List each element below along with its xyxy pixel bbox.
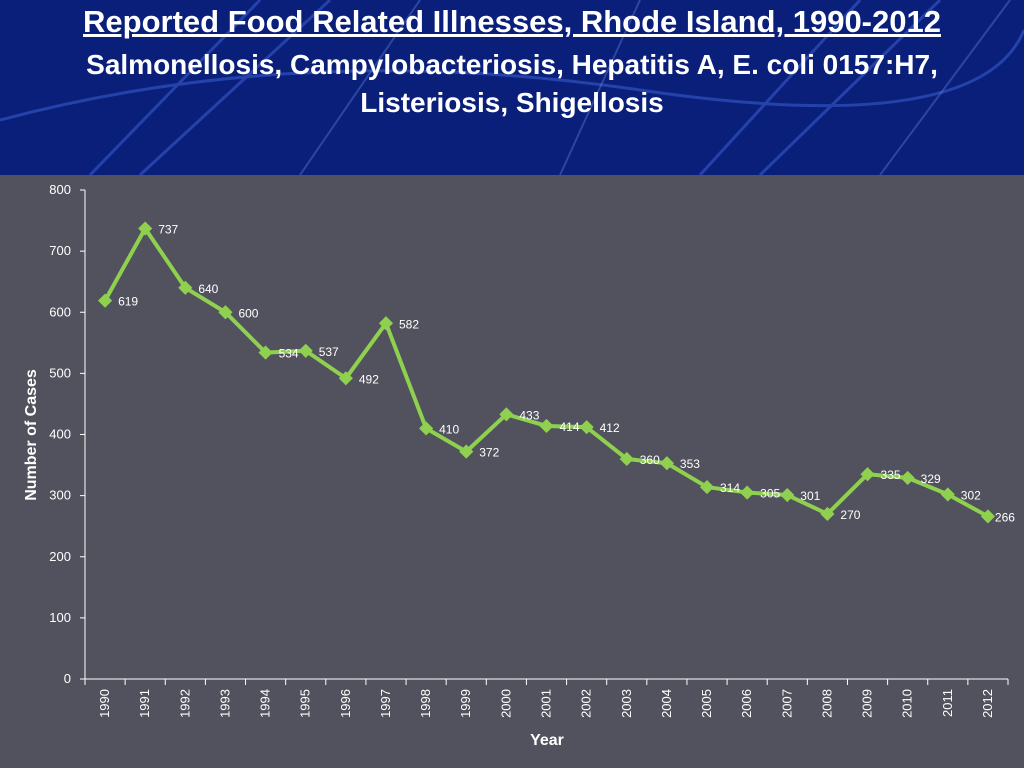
data-point-marker bbox=[579, 420, 594, 435]
banner-decoration bbox=[0, 0, 1024, 175]
data-point-marker bbox=[900, 470, 915, 485]
x-tick-label: 2012 bbox=[980, 689, 995, 718]
data-point-marker bbox=[619, 451, 634, 467]
x-tick-label: 2010 bbox=[900, 689, 915, 718]
y-tick-label: 600 bbox=[49, 304, 71, 319]
data-label: 737 bbox=[158, 223, 178, 237]
data-label: 266 bbox=[995, 510, 1015, 524]
data-label: 314 bbox=[720, 481, 740, 495]
y-tick-label: 0 bbox=[64, 671, 71, 686]
x-tick-label: 1997 bbox=[378, 689, 393, 718]
data-label: 582 bbox=[399, 317, 419, 331]
data-label: 410 bbox=[439, 422, 459, 436]
data-point-marker bbox=[659, 456, 674, 471]
data-label: 412 bbox=[600, 421, 620, 435]
data-point-marker bbox=[218, 305, 233, 320]
title-banner: Reported Food Related Illnesses, Rhode I… bbox=[0, 0, 1024, 175]
x-tick-label: 2004 bbox=[659, 689, 674, 718]
data-label: 537 bbox=[319, 345, 339, 359]
data-label: 353 bbox=[680, 457, 700, 471]
x-tick-label: 2002 bbox=[579, 689, 594, 718]
data-point-marker bbox=[860, 467, 875, 482]
y-tick-label: 800 bbox=[49, 182, 71, 197]
data-point-marker bbox=[539, 418, 554, 434]
data-point-marker bbox=[499, 407, 514, 422]
line-chart: 0 100 200 300 400 500 600 700 800 1990 1991 1992 199… bbox=[23, 182, 1015, 749]
x-tick-label: 1994 bbox=[258, 689, 273, 718]
x-tick-label: 1992 bbox=[177, 689, 192, 718]
data-point-marker bbox=[820, 506, 835, 522]
data-label: 302 bbox=[961, 488, 981, 502]
x-tick-label: 2007 bbox=[779, 689, 794, 718]
x-tick-label: 2006 bbox=[739, 689, 754, 718]
data-label: 640 bbox=[198, 282, 218, 296]
title-block: Reported Food Related Illnesses, Rhode I… bbox=[0, 0, 1024, 122]
data-point-marker bbox=[378, 316, 394, 331]
data-point-marker bbox=[459, 444, 474, 459]
data-label: 360 bbox=[640, 453, 660, 467]
x-tick-label: 1993 bbox=[217, 689, 232, 718]
data-label: 329 bbox=[921, 472, 941, 486]
y-tick-label: 500 bbox=[49, 365, 71, 380]
x-tick-label: 2009 bbox=[860, 689, 875, 718]
data-label: 619 bbox=[118, 295, 138, 309]
x-tick-label: 2000 bbox=[498, 689, 513, 718]
x-tick-label: 1998 bbox=[418, 689, 433, 718]
data-point-marker bbox=[699, 479, 715, 495]
data-label: 301 bbox=[800, 489, 820, 503]
data-point-marker bbox=[298, 343, 313, 358]
data-label: 433 bbox=[519, 408, 539, 422]
y-tick-label: 400 bbox=[49, 427, 71, 442]
data-label: 492 bbox=[359, 372, 379, 386]
data-point-marker bbox=[980, 509, 996, 524]
x-axis-title: Year bbox=[530, 732, 564, 749]
data-label: 372 bbox=[479, 446, 499, 460]
data-point-marker bbox=[740, 485, 755, 500]
y-tick-label: 200 bbox=[49, 549, 71, 564]
data-label: 335 bbox=[881, 468, 901, 482]
axes: 0 100 200 300 400 500 600 700 800 1990 1991 1992 199… bbox=[49, 182, 1009, 718]
x-tick-label: 2005 bbox=[699, 689, 714, 718]
x-tick-label: 1999 bbox=[458, 689, 473, 718]
y-axis-title: Number of Cases bbox=[23, 369, 40, 501]
chart-title: Reported Food Related Illnesses, Rhode I… bbox=[83, 4, 941, 39]
data-label: 600 bbox=[238, 306, 258, 320]
x-tick-label: 1990 bbox=[97, 689, 112, 718]
data-label: 305 bbox=[760, 487, 780, 501]
y-tick-label: 300 bbox=[49, 488, 71, 503]
data-label: 534 bbox=[279, 347, 299, 361]
x-tick-label: 2001 bbox=[539, 689, 554, 718]
data-point-marker bbox=[138, 221, 153, 236]
data-point-marker bbox=[780, 487, 795, 503]
data-point-marker bbox=[258, 345, 273, 360]
chart-subtitle: Salmonellosis, Campylobacteriosis, Hepat… bbox=[86, 49, 938, 118]
data-point-marker bbox=[419, 421, 434, 436]
data-point-marker bbox=[940, 487, 955, 502]
series-layer bbox=[97, 221, 996, 524]
series-line bbox=[103, 226, 989, 519]
y-tick-label: 700 bbox=[49, 243, 71, 258]
x-tick-label: 1991 bbox=[137, 689, 152, 718]
x-tick-label: 2011 bbox=[940, 689, 955, 717]
x-tick-label: 2008 bbox=[819, 689, 834, 718]
data-label: 414 bbox=[560, 420, 580, 434]
y-tick-label: 100 bbox=[49, 610, 71, 625]
chart-area: 0 100 200 300 400 500 600 700 800 1990 1991 1992 199… bbox=[0, 175, 1024, 768]
data-point-marker bbox=[338, 371, 353, 386]
x-tick-label: 1995 bbox=[298, 689, 313, 718]
x-tick-label: 1996 bbox=[338, 689, 353, 718]
data-label: 270 bbox=[840, 508, 860, 522]
data-labels: 619 737 640 600 534 537 492 582 410 372 433 414 412 3… bbox=[118, 223, 1015, 525]
x-tick-label: 2003 bbox=[619, 689, 634, 718]
